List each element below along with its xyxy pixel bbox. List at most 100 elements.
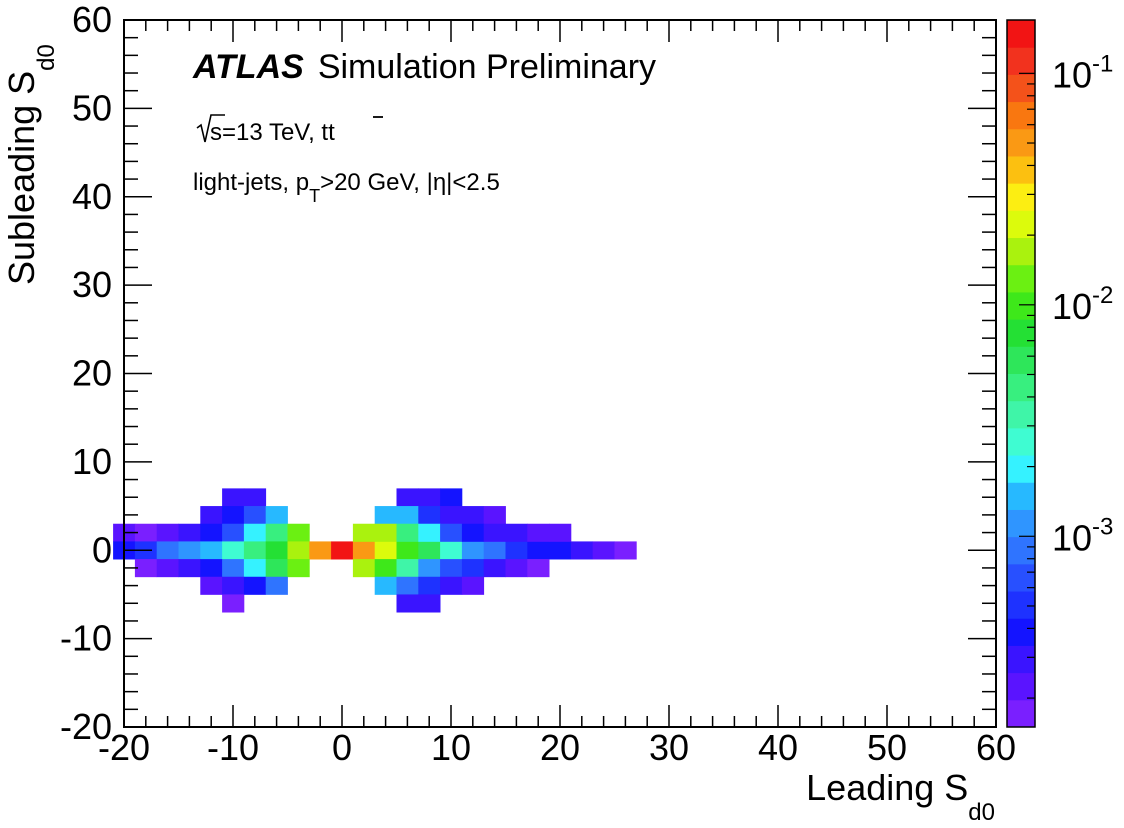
heatmap-bin xyxy=(592,541,615,560)
colorbar-labels: 10-1 10-2 10-3 xyxy=(1052,50,1113,558)
energy-annotation: s=13 TeV, tt xyxy=(196,114,383,146)
y-tick-label: 0 xyxy=(92,529,112,570)
colorbar-band xyxy=(1007,536,1035,565)
heatmap-bin xyxy=(440,506,463,525)
heatmap-bin xyxy=(352,541,376,560)
heatmap-bin xyxy=(374,559,397,578)
heatmap-bin xyxy=(374,576,397,595)
y-axis-tick-labels: -20 -10 0 10 20 30 40 50 60 xyxy=(60,0,112,747)
colorbar-band xyxy=(1007,645,1035,674)
colorbar-band xyxy=(1007,346,1035,374)
heatmap-bin xyxy=(396,523,419,542)
heatmap-bin xyxy=(287,523,310,542)
heatmap-bin xyxy=(156,523,179,542)
heatmap-bin xyxy=(265,523,288,542)
heatmap-bin xyxy=(527,523,550,542)
heatmap-bin xyxy=(243,488,267,507)
heatmap-bin xyxy=(396,559,419,578)
heatmap-bin xyxy=(243,523,267,542)
heatmap-bin xyxy=(178,541,201,560)
heatmap-bin xyxy=(505,523,528,542)
atlas-label: ATLAS Simulation Preliminary xyxy=(192,48,656,86)
heatmap-bin xyxy=(440,488,463,507)
heatmap-bin xyxy=(527,541,550,560)
heatmap-bin xyxy=(440,576,463,595)
heatmap-bin xyxy=(418,523,441,542)
heatmap-bin xyxy=(374,523,397,542)
heatmap-bin xyxy=(418,506,441,525)
heatmap-bin xyxy=(200,541,223,560)
heatmap-bin xyxy=(222,541,245,560)
colorbar-band xyxy=(1007,482,1035,510)
heatmap-bin xyxy=(396,488,419,507)
heatmap-bin xyxy=(156,541,179,560)
heatmap-bin xyxy=(287,541,310,560)
heatmap-bin xyxy=(483,541,506,560)
heatmap-bin xyxy=(396,576,419,595)
heatmap-bin xyxy=(440,559,463,578)
y-tick-label: 20 xyxy=(72,353,112,394)
heatmap-bin xyxy=(418,488,441,507)
y-tick-label: 10 xyxy=(72,441,112,482)
colorbar-band xyxy=(1007,319,1035,347)
colorbar-band xyxy=(1007,563,1035,592)
heatmap-bin xyxy=(396,541,419,560)
heatmap-bin xyxy=(200,523,223,542)
heatmap-bin xyxy=(222,488,245,507)
heatmap-bin xyxy=(222,523,245,542)
heatmap-bin xyxy=(200,506,223,525)
heatmap-bin xyxy=(222,506,245,525)
heatmap-bin xyxy=(134,559,158,578)
y-tick-label: 40 xyxy=(72,176,112,217)
colorbar-band xyxy=(1007,509,1035,538)
colorbar-band xyxy=(1007,74,1035,103)
heatmap-bin xyxy=(352,523,376,542)
y-tick-label: 30 xyxy=(72,264,112,305)
x-tick-label: -10 xyxy=(207,727,259,768)
colorbar-label: 10-2 xyxy=(1052,282,1113,327)
heatmap-bin xyxy=(440,541,463,560)
heatmap-bin xyxy=(483,559,506,578)
colorbar-band xyxy=(1007,672,1035,701)
heatmap-bin xyxy=(374,506,397,525)
heatmap-bin xyxy=(265,559,288,578)
colorbar-band xyxy=(1007,618,1035,646)
colorbar-band xyxy=(1007,455,1035,483)
heatmap-bin xyxy=(178,559,201,578)
colorbar-band xyxy=(1007,699,1035,728)
heatmap-bin xyxy=(178,523,201,542)
x-tick-label: 40 xyxy=(758,727,798,768)
heatmap-bin xyxy=(483,523,506,542)
y-axis-ticks xyxy=(124,19,996,728)
svg-text:s=13 TeV, tt: s=13 TeV, tt xyxy=(210,119,335,146)
heatmap-bin xyxy=(396,506,419,525)
colorbar-band xyxy=(1007,210,1035,239)
heatmap-bin xyxy=(287,559,310,578)
colorbar-frame xyxy=(1006,19,1036,728)
heatmap-bin xyxy=(440,523,463,542)
x-tick-label: 50 xyxy=(867,727,907,768)
heatmap-bin xyxy=(527,559,550,578)
x-tick-label: 10 xyxy=(431,727,471,768)
colorbar-band xyxy=(1007,47,1035,75)
heatmap-bin xyxy=(265,541,288,560)
heatmap-bin xyxy=(549,523,572,542)
heatmap-bin xyxy=(418,541,441,560)
x-tick-label: 0 xyxy=(332,727,352,768)
heatmap-bin xyxy=(134,523,158,542)
colorbar-ticks xyxy=(1019,72,1035,699)
x-tick-label: -20 xyxy=(98,727,150,768)
heatmap-bin xyxy=(505,541,528,560)
heatmap-bin xyxy=(243,506,267,525)
heatmap-bin xyxy=(222,594,245,613)
colorbar-band xyxy=(1007,155,1035,184)
heatmap-bin xyxy=(309,541,332,560)
heatmap-bin xyxy=(570,541,594,560)
heatmap-bin xyxy=(396,594,419,613)
heatmap-bin xyxy=(461,541,485,560)
selection-annotation: light-jets, pT>20 GeV, |η|<2.5 xyxy=(193,169,500,206)
heatmap-bin xyxy=(243,576,267,595)
y-tick-label: -20 xyxy=(60,706,112,747)
sqrt-symbol xyxy=(196,114,225,143)
